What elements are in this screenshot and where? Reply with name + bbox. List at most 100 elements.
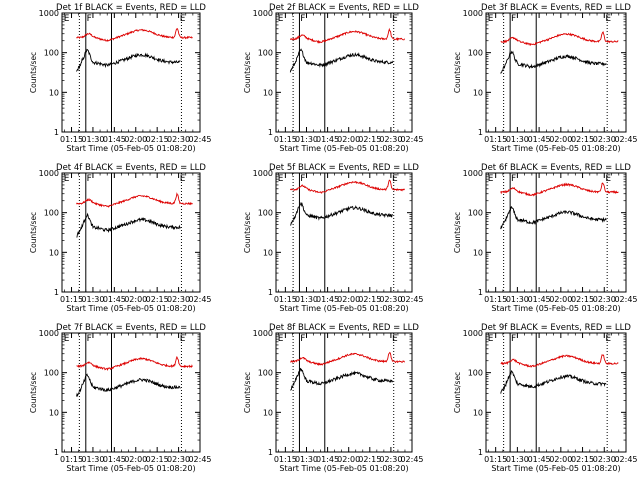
series-lld [76,192,193,208]
panel-8: Det 8f BLACK = Events, RED = LLD 1 10 100 10… [243,323,424,473]
flag-label: E [605,334,611,344]
y-tick-label: 1000 [253,169,273,178]
y-axis-label: Counts/sec [453,372,462,413]
y-axis-label: Counts/sec [243,52,252,93]
x-tick-label: 02:45 [188,135,211,144]
x-tick-label: 02:45 [614,135,637,144]
x-tick-label: 02:00 [549,455,572,464]
x-tick-label: 01:15 [274,135,297,144]
y-tick-label: 1 [54,128,59,137]
y-tick-label: 1000 [253,329,273,338]
plot-frame [61,172,201,293]
x-tick-label: 02:30 [379,455,402,464]
flag-label: E [392,334,398,344]
y-tick-label: 100 [468,209,483,218]
y-tick-label: 1000 [39,329,59,338]
series-events [76,373,181,398]
flag-label: E [278,174,284,184]
x-tick-label: 02:00 [337,135,360,144]
y-tick-label: 1 [268,448,273,457]
series-lld [76,28,193,42]
y-tick-label: 1 [54,448,59,457]
flag-label: F [300,174,305,184]
series-lld [289,27,405,44]
flag-label: E [488,334,494,344]
x-tick-label: 02:30 [167,295,190,304]
x-tick-label: 02:30 [593,455,616,464]
flag-label: E [488,14,494,24]
y-axis-label: Counts/sec [29,212,38,253]
y-tick-label: 1 [268,288,273,297]
plot-frame [275,332,413,453]
x-tick-label: 02:00 [337,295,360,304]
flag-label: F [87,174,92,184]
series-events [500,370,607,394]
x-tick-label: 01:15 [60,135,83,144]
flag-label: E [278,334,284,344]
x-tick-label: 02:30 [167,135,190,144]
panel-9: Det 9f BLACK = Events, RED = LLD 1 10 100 10… [453,323,638,473]
y-tick-label: 10 [473,408,483,417]
y-axis-label: Counts/sec [243,212,252,253]
y-tick-label: 1000 [463,169,483,178]
x-tick-label: 02:15 [571,295,594,304]
flag-label: E [278,14,284,24]
panel-6: Det 6f BLACK = Events, RED = LLD 1 10 100 10… [453,163,638,313]
x-tick-label: 01:45 [316,135,339,144]
flag-label: E [180,334,186,344]
y-tick-label: 1000 [463,329,483,338]
flag-label: F [87,334,92,344]
y-tick-label: 1 [268,128,273,137]
plot-frame [275,172,413,293]
x-tick-label: 01:45 [528,455,551,464]
series-events [500,50,607,74]
panel-5: Det 5f BLACK = Events, RED = LLD 1 10 100 10… [243,163,424,313]
y-tick-label: 10 [263,248,273,257]
panel-2: Det 2f BLACK = Events, RED = LLD 1 10 100 10… [243,3,424,153]
x-tick-label: 02:00 [124,295,147,304]
x-tick-label: 02:45 [188,455,211,464]
plot-frame [61,12,201,133]
x-tick-label: 01:30 [295,295,318,304]
x-tick-label: 01:45 [528,135,551,144]
series-events [289,48,394,73]
panel-3: Det 3f BLACK = Events, RED = LLD 1 10 100 10… [453,3,638,153]
y-axis-label: Counts/sec [453,52,462,93]
x-axis-label: Start Time (05-Feb-05 01:08:20) [66,144,195,153]
flag-label: E [180,174,186,184]
x-tick-label: 02:00 [337,455,360,464]
x-tick-label: 02:45 [188,295,211,304]
panel-title: Det 7f BLACK = Events, RED = LLD [56,323,206,333]
y-tick-label: 100 [468,369,483,378]
x-tick-label: 02:15 [358,455,381,464]
x-tick-label: 01:45 [528,295,551,304]
y-tick-label: 10 [473,88,483,97]
x-tick-label: 01:30 [295,455,318,464]
x-axis-label: Start Time (05-Feb-05 01:08:20) [491,144,620,153]
x-tick-label: 01:45 [103,295,126,304]
flag-label: F [511,334,516,344]
x-axis-label: Start Time (05-Feb-05 01:08:20) [491,464,620,473]
x-tick-label: 01:30 [506,135,529,144]
x-tick-label: 01:45 [316,295,339,304]
y-axis-label: Counts/sec [453,212,462,253]
x-tick-label: 01:15 [484,455,507,464]
series-lld [500,354,619,368]
flag-label: F [511,14,516,24]
x-tick-label: 01:45 [103,135,126,144]
y-tick-label: 100 [258,49,273,58]
y-tick-label: 1000 [39,169,59,178]
x-tick-label: 02:00 [124,135,147,144]
x-tick-label: 02:30 [379,135,402,144]
x-tick-label: 02:45 [400,135,423,144]
x-tick-label: 01:30 [506,455,529,464]
panel-title: Det 5f BLACK = Events, RED = LLD [269,163,419,173]
x-tick-label: 02:45 [614,295,637,304]
flag-label: F [511,174,516,184]
x-tick-label: 02:45 [614,455,637,464]
x-tick-label: 02:45 [400,455,423,464]
y-tick-label: 10 [263,88,273,97]
x-tick-label: 02:00 [549,135,572,144]
y-tick-label: 100 [44,49,59,58]
